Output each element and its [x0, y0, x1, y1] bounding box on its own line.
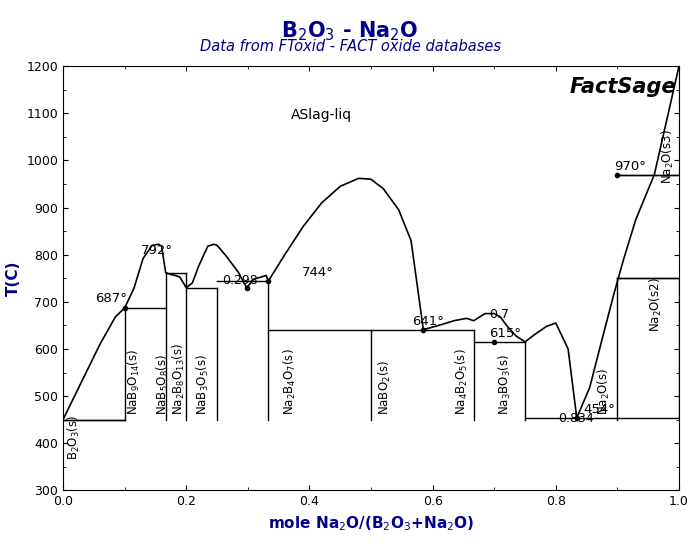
Text: B$_2$O$_3$ - Na$_2$O: B$_2$O$_3$ - Na$_2$O: [281, 19, 419, 43]
Text: 615°: 615°: [489, 327, 522, 341]
Text: 641°: 641°: [412, 315, 444, 328]
Text: Data from FToxid - FACT oxide databases: Data from FToxid - FACT oxide databases: [199, 39, 500, 53]
Text: Na$_2$O(s3): Na$_2$O(s3): [660, 129, 676, 184]
Text: Na$_2$O(s): Na$_2$O(s): [596, 368, 612, 415]
Text: 970°: 970°: [615, 160, 646, 172]
Text: 744°: 744°: [302, 266, 334, 279]
Text: 0.834: 0.834: [559, 412, 594, 425]
Text: 0.298: 0.298: [222, 274, 258, 287]
Text: 792°: 792°: [141, 244, 173, 257]
Text: NaBO$_2$(s): NaBO$_2$(s): [377, 360, 393, 415]
X-axis label: mole Na$_2$O/(B$_2$O$_3$+Na$_2$O): mole Na$_2$O/(B$_2$O$_3$+Na$_2$O): [268, 514, 474, 532]
Text: 454°: 454°: [584, 403, 615, 417]
Text: ASlag-liq: ASlag-liq: [291, 108, 352, 122]
Text: Na$_2$B$_4$O$_7$(s): Na$_2$B$_4$O$_7$(s): [281, 348, 298, 415]
Text: Na$_3$BO$_3$(s): Na$_3$BO$_3$(s): [497, 354, 513, 415]
Text: NaB$_9$O$_{14}$(s): NaB$_9$O$_{14}$(s): [126, 349, 142, 415]
Text: NaB$_5$O$_8$(s): NaB$_5$O$_8$(s): [155, 354, 171, 415]
Text: Na$_2$O(s2): Na$_2$O(s2): [648, 278, 664, 332]
Text: NaB$_3$O$_5$(s): NaB$_3$O$_5$(s): [195, 354, 211, 415]
Text: Na$_2$B$_8$O$_{13}$(s): Na$_2$B$_8$O$_{13}$(s): [171, 343, 187, 415]
Text: Na$_4$B$_2$O$_5$(s): Na$_4$B$_2$O$_5$(s): [454, 348, 470, 415]
Y-axis label: T(C): T(C): [6, 261, 21, 296]
Text: 0.7: 0.7: [489, 307, 510, 321]
Text: FactSage: FactSage: [569, 77, 676, 97]
Text: B$_2$O$_3$(s): B$_2$O$_3$(s): [66, 415, 82, 460]
Text: 687°: 687°: [95, 292, 127, 305]
